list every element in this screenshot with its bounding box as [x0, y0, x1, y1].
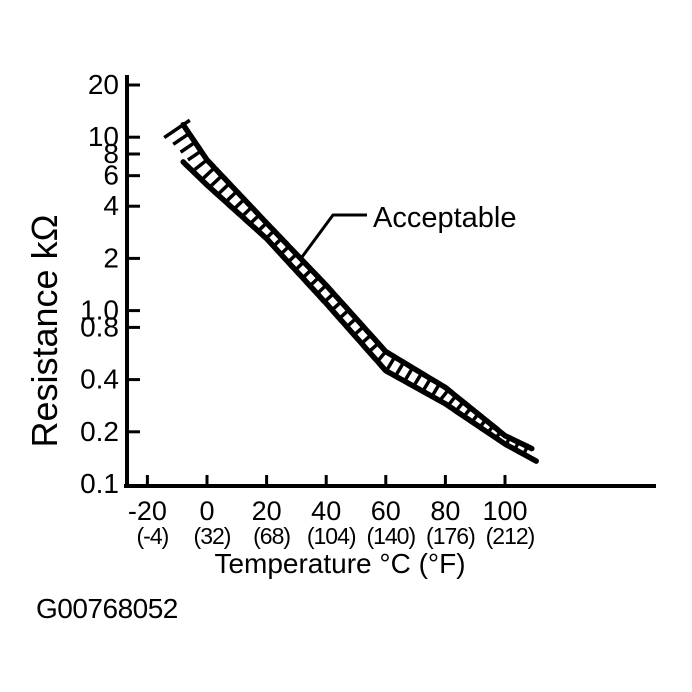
- acceptable-band-hatch-line: [201, 166, 216, 181]
- acceptable-band-hatch-line: [241, 205, 253, 217]
- x-tick-label-fahrenheit: (-4): [137, 523, 169, 549]
- acceptable-band-hatch-line: [272, 237, 283, 248]
- y-axis-title: Resistance kΩ: [24, 215, 65, 448]
- acceptable-band-hatch-line: [315, 283, 328, 295]
- acceptable-band-hatch-line: [345, 317, 358, 329]
- acceptable-band-hatch-line: [264, 229, 276, 240]
- acceptable-band-hatch-line: [330, 300, 343, 312]
- x-tick-label-fahrenheit: (32): [194, 523, 231, 549]
- y-tick-label: 2: [103, 242, 119, 273]
- acceptable-band-hatch-line: [301, 268, 313, 280]
- y-tick-label: 0.1: [80, 468, 119, 499]
- acceptable-band-hatch-line: [308, 276, 320, 288]
- x-tick-label-celsius: 100: [482, 496, 527, 526]
- acceptable-band-hatch-line: [233, 198, 246, 210]
- acceptable-band-hatch-line: [209, 174, 224, 188]
- acceptable-band-hatch-line: [217, 182, 231, 195]
- acceptable-band-hatch-line: [478, 418, 487, 428]
- acceptable-band-hatch-line: [257, 221, 268, 232]
- y-tick-label: 6: [103, 160, 119, 191]
- y-tick-label: 0.4: [80, 364, 119, 395]
- acceptable-band-hatch-line: [360, 333, 373, 345]
- x-tick-label-celsius: 60: [371, 496, 401, 526]
- acceptable-band-hatch-line: [494, 430, 502, 439]
- acceptable-band-group: [163, 118, 539, 464]
- acceptable-band-hatch-line: [323, 292, 335, 304]
- acceptable-band-hatch-line: [394, 361, 406, 377]
- acceptable-band-hatch-line: [193, 158, 209, 171]
- acceptable-band-hatch-line: [375, 350, 388, 364]
- acceptable-band-hatch-line: [225, 190, 239, 203]
- y-tick-label: 0.2: [80, 416, 119, 447]
- acceptable-band-hatch-line: [470, 412, 480, 423]
- acceptable-band-hatch-line: [412, 372, 424, 387]
- acceptable-band-hatch-line: [352, 325, 365, 337]
- x-tick-label-fahrenheit: (212): [486, 523, 535, 549]
- acceptable-band-hatch-line: [455, 400, 465, 412]
- acceptable-label: Acceptable: [373, 202, 517, 234]
- y-tick-label: 0.8: [80, 311, 119, 342]
- acceptable-band-hatch-line: [279, 245, 291, 256]
- acceptable-band-hatch-line: [172, 132, 191, 146]
- acceptable-band-hatch-line: [463, 406, 473, 417]
- x-tick-label-celsius: 0: [199, 496, 214, 526]
- acceptable-band-hatch-line: [521, 445, 529, 456]
- acceptable-band-start-cap: [163, 118, 191, 140]
- y-tick-label: 20: [88, 69, 119, 100]
- acceptable-band-hatch-line: [486, 424, 495, 434]
- annotation-leader-line: [300, 213, 367, 258]
- acceptable-band-hatch-line: [504, 437, 512, 446]
- x-tick-label-fahrenheit: (68): [253, 523, 290, 549]
- y-tick-label: 1.0: [80, 295, 119, 326]
- acceptable-band-hatch-line: [249, 213, 261, 225]
- x-tick-label-celsius: 80: [430, 496, 460, 526]
- axis-lines: [124, 75, 656, 488]
- acceptable-band-hatch-line: [439, 388, 450, 401]
- acceptable-band-hatch-line: [447, 394, 458, 407]
- acceptable-band-hatch-line: [421, 377, 432, 392]
- acceptable-band-hatch-line: [403, 366, 415, 382]
- x-tick-label-celsius: 20: [252, 496, 282, 526]
- acceptable-band-hatch-line: [513, 441, 520, 451]
- figure-code: G00768052: [36, 593, 178, 624]
- y-tick-label: 4: [103, 190, 119, 221]
- acceptable-band-hatch-line: [367, 342, 380, 354]
- acceptable-band-hatch-line: [338, 308, 350, 320]
- acceptable-band-hatch-line: [430, 383, 441, 398]
- y-tick-label: 10: [88, 121, 119, 152]
- x-tick-label-celsius: 40: [311, 496, 341, 526]
- axes-group: 201086421.00.80.40.20.1-20(-4)0(32)20(68…: [80, 69, 656, 549]
- annotation-leader-group: [300, 213, 367, 258]
- acceptable-band-hatch-line: [179, 140, 197, 154]
- acceptable-band-hatch-line: [186, 149, 203, 162]
- x-tick-label-celsius: -20: [128, 496, 167, 526]
- acceptable-band-hatch-line: [286, 252, 298, 264]
- x-tick-label-fahrenheit: (104): [307, 523, 356, 549]
- acceptable-band-hatch-line: [384, 356, 397, 372]
- acceptable-band-hatch-line: [294, 260, 306, 272]
- acceptable-band-lower-limit-line: [180, 159, 539, 464]
- x-tick-label-fahrenheit: (140): [366, 523, 415, 549]
- x-axis-title: Temperature °C (°F): [214, 548, 465, 579]
- x-tick-label-fahrenheit: (176): [426, 523, 475, 549]
- y-tick-label: 8: [103, 138, 119, 169]
- acceptable-band-upper-limit-line: [180, 121, 535, 452]
